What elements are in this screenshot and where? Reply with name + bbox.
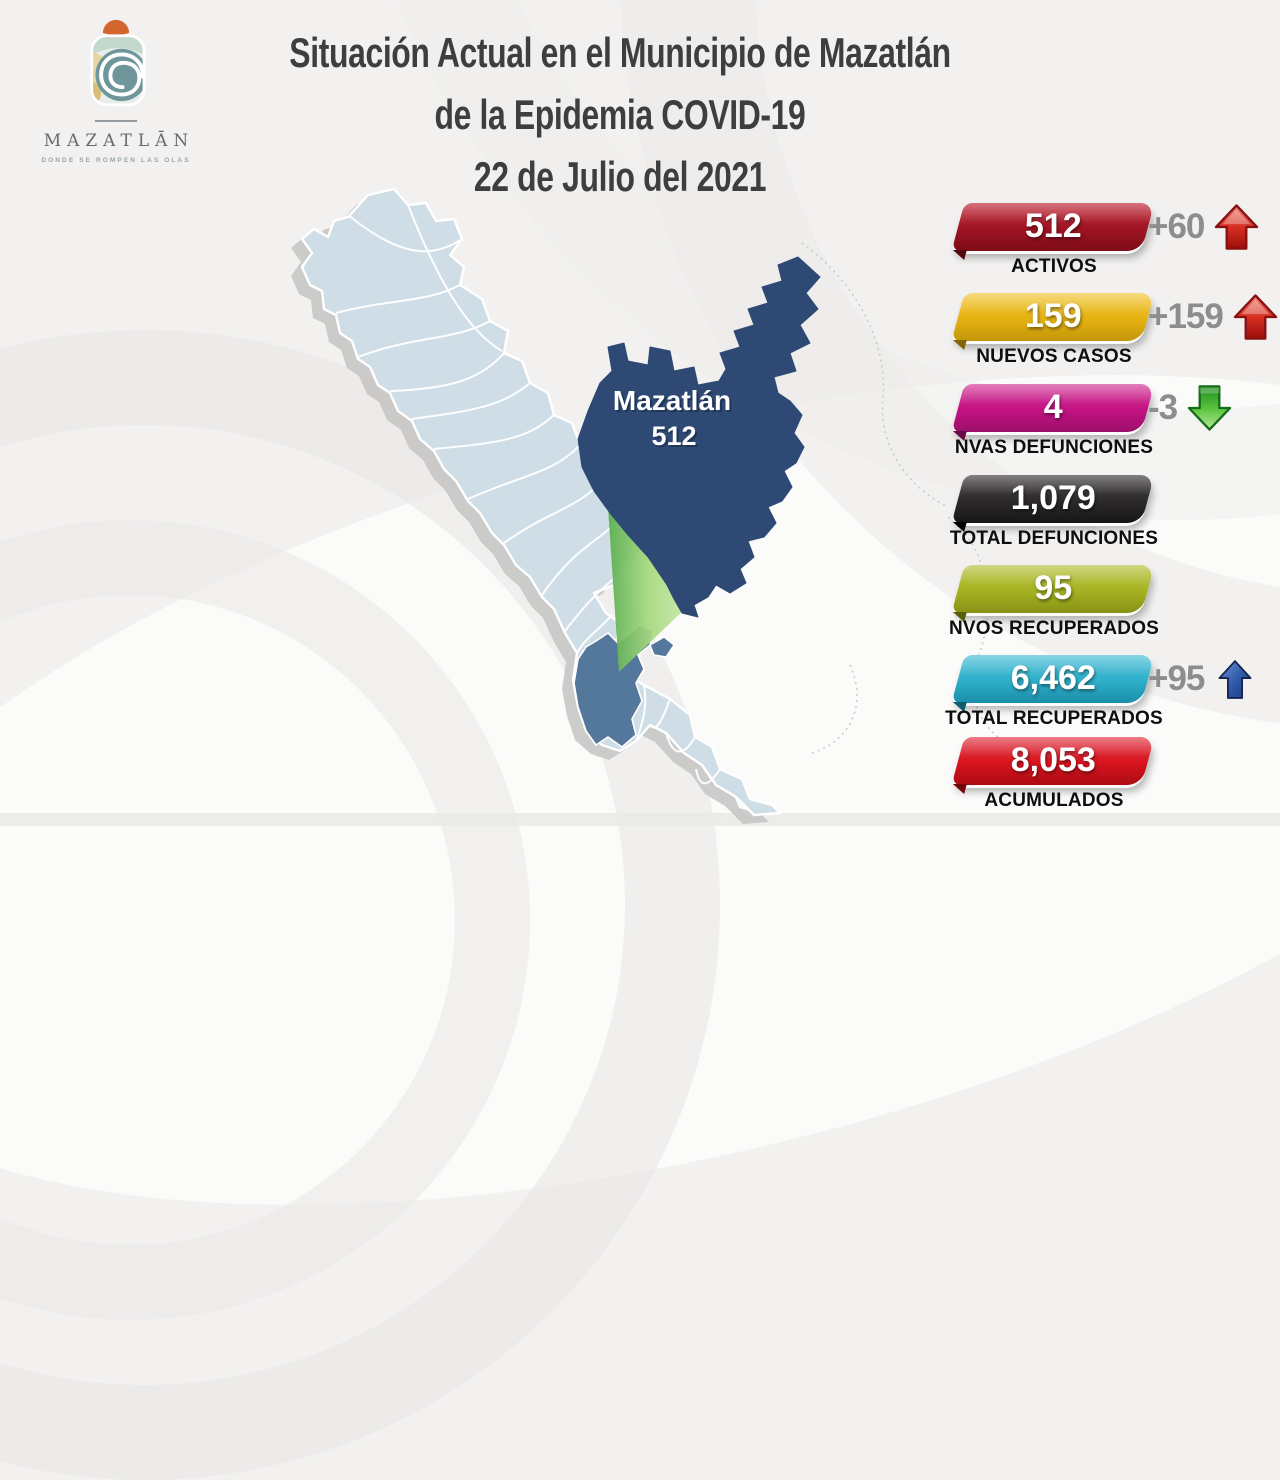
stat-value: 4 [1043,388,1063,426]
trend-up-icon [1233,294,1278,340]
delta-value: +159 [1148,297,1224,336]
region-label: Mazatlán [613,385,731,416]
region-label-shadow: Mazatlán [615,387,733,418]
brand-name: MAZATLĀN [43,130,195,151]
delta-value: +95 [1148,659,1205,698]
trend-up-icon [1215,204,1259,250]
stat-value: 95 [1034,569,1073,607]
region-value: 512 [651,421,696,451]
stat-value: 159 [1024,297,1082,335]
stat-label: NVOS RECUPERADOS [948,618,1160,639]
stat-delta: +159 [1148,293,1279,341]
stat-badge: 95 [951,565,1155,613]
stat-label: TOTAL DEFUNCIONES [949,528,1159,549]
stat-value: 512 [1024,207,1082,245]
stat-row-nvas-defunciones: 4 NVAS DEFUNCIONES -3 [930,384,1280,470]
stat-delta: -3 [1148,384,1233,432]
stat-badge: 4 [951,384,1155,432]
trend-up-icon [1218,659,1252,699]
title-line-3: 22 de Julio del 2021 [473,153,767,200]
logo: MAZATLĀN DONDE SE ROMPEN LAS OLAS [18,10,214,164]
trend-down-icon [1187,385,1232,431]
neighbor-border-dotted [801,242,1009,754]
stat-badge: 6,462 [951,655,1155,703]
logo-shell-icon [90,19,146,107]
stat-label: ACUMULADOS [984,790,1124,811]
stat-value: 6,462 [1010,659,1096,697]
stat-row-total-defunciones: 1,079 TOTAL DEFUNCIONES [930,475,1280,561]
highlighted-region-mazatlan [577,256,821,618]
stat-row-nvos-recuperados: 95 NVOS RECUPERADOS [930,565,1280,651]
stat-row-nuevos-casos: 159 NUEVOS CASOS +159 [930,293,1280,379]
page-title: Situación Actual en el Municipio de Maza… [180,22,1060,208]
region-value-shadow: 512 [653,423,698,453]
stat-delta: +60 [1148,203,1260,251]
stat-row-total-recuperados: 6,462 TOTAL RECUPERADOS +95 [930,655,1280,741]
delta-value: -3 [1148,388,1178,427]
stats-panel: 512 ACTIVOS +60 159 NUEVOS CASOS +159 4 … [930,203,1280,823]
stat-delta: +95 [1148,655,1252,703]
stat-badge: 1,079 [951,475,1155,523]
sinaloa-map: Mazatlán Mazatlán 512 512 [150,185,1160,826]
delta-value: +60 [1148,207,1205,246]
logo-sun-icon [102,19,130,36]
stat-badge: 8,053 [951,737,1155,785]
stat-label: ACTIVOS [1011,256,1097,277]
stat-badge: 512 [951,203,1155,251]
source-region-fragment [649,636,675,658]
background-band [0,813,1280,826]
stat-label: NUEVOS CASOS [976,346,1132,367]
stat-row-activos: 512 ACTIVOS +60 [930,203,1280,289]
municipal-boundaries [335,204,721,785]
title-line-2: de la Epidemia COVID-19 [434,91,806,138]
stat-badge: 159 [951,293,1155,341]
brand-tagline: DONDE SE ROMPEN LAS OLAS [41,156,191,164]
stat-value: 1,079 [1010,479,1096,517]
logo-divider [95,120,137,122]
title-line-1: Situación Actual en el Municipio de Maza… [289,29,951,76]
stat-label: TOTAL RECUPERADOS [945,708,1163,729]
stat-label: NVAS DEFUNCIONES [954,437,1154,458]
stat-value: 8,053 [1010,741,1096,779]
stat-row-acumulados: 8,053 ACUMULADOS [930,737,1280,823]
